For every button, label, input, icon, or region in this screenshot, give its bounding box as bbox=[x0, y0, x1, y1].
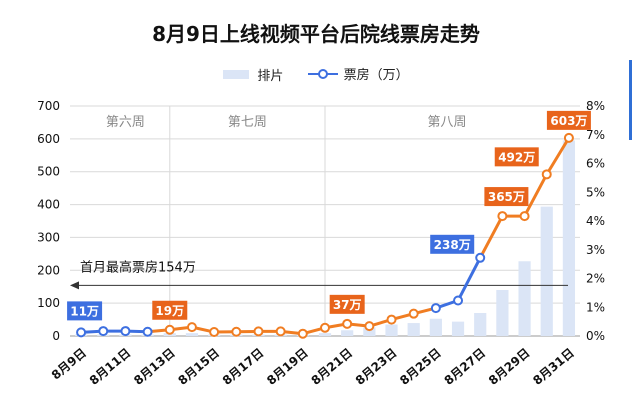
legend-bar-label: 排片 bbox=[257, 68, 284, 84]
screening-bar bbox=[318, 333, 332, 336]
y-left-tick-label: 600 bbox=[37, 132, 60, 146]
data-point bbox=[142, 326, 153, 337]
data-point bbox=[98, 326, 109, 337]
x-tick-label: 8月21日 bbox=[309, 346, 356, 388]
data-point bbox=[297, 328, 308, 339]
y-left-tick-label: 300 bbox=[37, 230, 60, 244]
screening-bar bbox=[474, 313, 487, 336]
data-point bbox=[231, 326, 242, 337]
y-left-tick-label: 200 bbox=[37, 263, 60, 277]
value-label: 238万 bbox=[434, 238, 471, 252]
data-point bbox=[386, 314, 397, 325]
data-point bbox=[76, 327, 87, 338]
chart-title: 8月9日上线视频平台后院线票房走势 bbox=[152, 22, 480, 46]
y-right-tick-label: 4% bbox=[586, 214, 605, 228]
screening-bar bbox=[496, 290, 509, 336]
data-point bbox=[320, 322, 330, 333]
y-left-tick-label: 500 bbox=[37, 165, 60, 179]
line-segment bbox=[478, 214, 504, 260]
screening-bar bbox=[451, 321, 465, 336]
y-right-tick-label: 3% bbox=[586, 243, 605, 257]
data-point bbox=[364, 321, 375, 332]
x-tick-label: 8月15日 bbox=[175, 346, 222, 388]
y-right-tick-label: 8% bbox=[586, 99, 605, 113]
value-label: 365万 bbox=[488, 190, 525, 204]
data-point bbox=[497, 211, 508, 222]
y-right-tick-label: 5% bbox=[586, 185, 605, 199]
y-right-tick-label: 6% bbox=[586, 157, 605, 171]
x-tick-label: 8月19日 bbox=[264, 346, 311, 388]
legend-bar-swatch bbox=[223, 69, 250, 79]
y-left-tick-label: 400 bbox=[37, 198, 60, 212]
value-label-box bbox=[494, 147, 539, 167]
line-segment bbox=[523, 172, 549, 218]
screening-bar bbox=[429, 318, 442, 336]
data-point bbox=[541, 169, 552, 180]
x-tick-label: 8月9日 bbox=[49, 346, 89, 383]
value-label-box bbox=[329, 294, 365, 314]
data-point bbox=[164, 324, 175, 335]
data-point bbox=[186, 322, 197, 333]
value-label: 603万 bbox=[550, 114, 587, 128]
week-label: 第六周 bbox=[106, 115, 145, 130]
data-point bbox=[342, 318, 353, 329]
week-label: 第八周 bbox=[427, 115, 466, 130]
legend-line-swatch bbox=[307, 68, 338, 79]
x-tick-label: 8月11日 bbox=[87, 346, 134, 388]
value-label-box bbox=[430, 234, 475, 254]
data-point bbox=[563, 132, 574, 143]
screening-bar bbox=[341, 330, 354, 336]
screening-bar bbox=[185, 333, 199, 336]
y-right-tick-label: 0% bbox=[586, 329, 605, 343]
data-point bbox=[209, 327, 220, 338]
data-point bbox=[275, 326, 286, 337]
y-left-tick-label: 0 bbox=[52, 329, 60, 343]
value-label: 37万 bbox=[333, 298, 362, 312]
line-segment bbox=[545, 136, 571, 176]
legend-item-line: 票房（万） bbox=[307, 64, 409, 83]
value-label-box bbox=[484, 187, 529, 207]
data-point bbox=[430, 303, 441, 314]
value-label-box bbox=[67, 301, 103, 321]
screening-bar bbox=[407, 323, 420, 336]
screening-bar bbox=[385, 324, 398, 336]
y-left-tick-label: 700 bbox=[37, 99, 60, 113]
screening-bar bbox=[562, 140, 576, 336]
x-tick-label: 8月27日 bbox=[442, 346, 489, 388]
legend-item-bar: 排片 bbox=[223, 65, 283, 84]
annotation-text: 首月最高票房154万 bbox=[80, 259, 196, 275]
x-tick-label: 8月25日 bbox=[397, 346, 444, 388]
week-label: 第七周 bbox=[228, 115, 267, 130]
data-point bbox=[408, 308, 419, 319]
y-right-tick-label: 7% bbox=[586, 128, 605, 142]
y-right-tick-label: 1% bbox=[586, 300, 605, 314]
data-point bbox=[453, 295, 464, 306]
y-left-tick-label: 100 bbox=[37, 296, 60, 310]
screening-bar bbox=[363, 327, 376, 336]
value-label: 11万 bbox=[70, 304, 99, 318]
x-tick-label: 8月31日 bbox=[530, 346, 577, 388]
legend-line-label: 票房（万） bbox=[343, 68, 409, 83]
line-segment bbox=[456, 256, 482, 303]
x-tick-label: 8月29日 bbox=[486, 346, 533, 388]
screening-bar bbox=[518, 261, 531, 336]
annotation-arrow bbox=[70, 281, 79, 290]
x-tick-label: 8月13日 bbox=[131, 346, 178, 388]
screening-bar bbox=[540, 206, 553, 336]
y-right-tick-label: 2% bbox=[586, 272, 605, 286]
value-label-box bbox=[152, 300, 188, 320]
x-tick-label: 8月17日 bbox=[220, 346, 267, 388]
data-point bbox=[120, 326, 131, 337]
value-label: 492万 bbox=[498, 150, 535, 164]
value-label-box bbox=[546, 110, 591, 130]
legend: 排片 票房（万） bbox=[0, 64, 632, 84]
data-point bbox=[519, 211, 530, 222]
data-point bbox=[475, 252, 486, 263]
edge-strip bbox=[629, 60, 632, 140]
value-label: 19万 bbox=[155, 304, 184, 318]
data-point bbox=[253, 326, 264, 337]
x-tick-label: 8月23日 bbox=[353, 346, 400, 388]
